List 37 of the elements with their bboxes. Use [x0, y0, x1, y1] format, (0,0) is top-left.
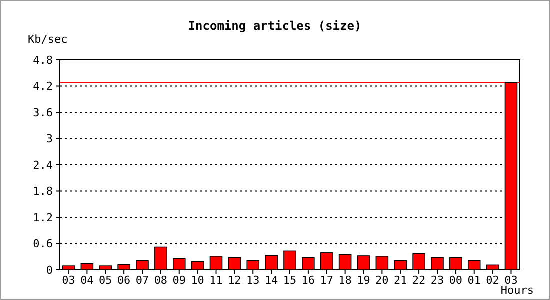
x-tick-label: 07 — [136, 274, 150, 287]
x-tick-label: 10 — [191, 274, 204, 287]
y-tick-label: 1.8 — [33, 185, 53, 198]
x-tick-label: 16 — [302, 274, 316, 287]
x-tick-label: 09 — [172, 274, 186, 287]
y-tick-label: 4.8 — [33, 54, 53, 67]
y-tick-label: 3 — [46, 132, 53, 146]
x-tick-label: 03 — [62, 274, 76, 287]
y-tick-label: 0 — [46, 264, 53, 277]
x-tick-label: 22 — [412, 274, 426, 287]
x-tick-label: 21 — [394, 274, 408, 287]
x-tick-label: 18 — [338, 274, 352, 287]
y-tick-label: 4.2 — [33, 80, 53, 94]
y-tick-label: 1.2 — [33, 211, 53, 224]
x-tick-label: 02 — [486, 274, 500, 287]
x-tick-label: 19 — [357, 274, 370, 287]
x-tick-label: 01 — [468, 274, 481, 287]
x-tick-label: 04 — [80, 274, 94, 287]
y-axis-title: Kb/sec — [28, 33, 68, 46]
x-tick-label: 03 — [504, 274, 518, 287]
x-tick-label: 13 — [246, 274, 260, 287]
x-tick-label: 14 — [264, 274, 279, 287]
x-tick-label: 17 — [320, 274, 334, 287]
y-tick-label: 3.6 — [33, 106, 53, 120]
x-tick-label: 15 — [283, 274, 297, 287]
y-tick-label: 0.6 — [33, 238, 53, 251]
y-tick-label: 2.4 — [33, 158, 54, 172]
x-axis-title: Hours — [500, 284, 534, 297]
x-tick-label: 23 — [430, 274, 444, 287]
x-tick-label: 06 — [117, 274, 131, 287]
x-tick-label: 20 — [376, 274, 389, 287]
x-tick-label: 08 — [154, 274, 168, 287]
x-tick-label: 00 — [449, 274, 463, 287]
chart-title: Incoming articles (size) — [188, 19, 362, 33]
x-tick-label: 12 — [228, 274, 242, 287]
x-tick-label: 11 — [210, 274, 223, 287]
x-tick-label: 05 — [99, 274, 112, 287]
